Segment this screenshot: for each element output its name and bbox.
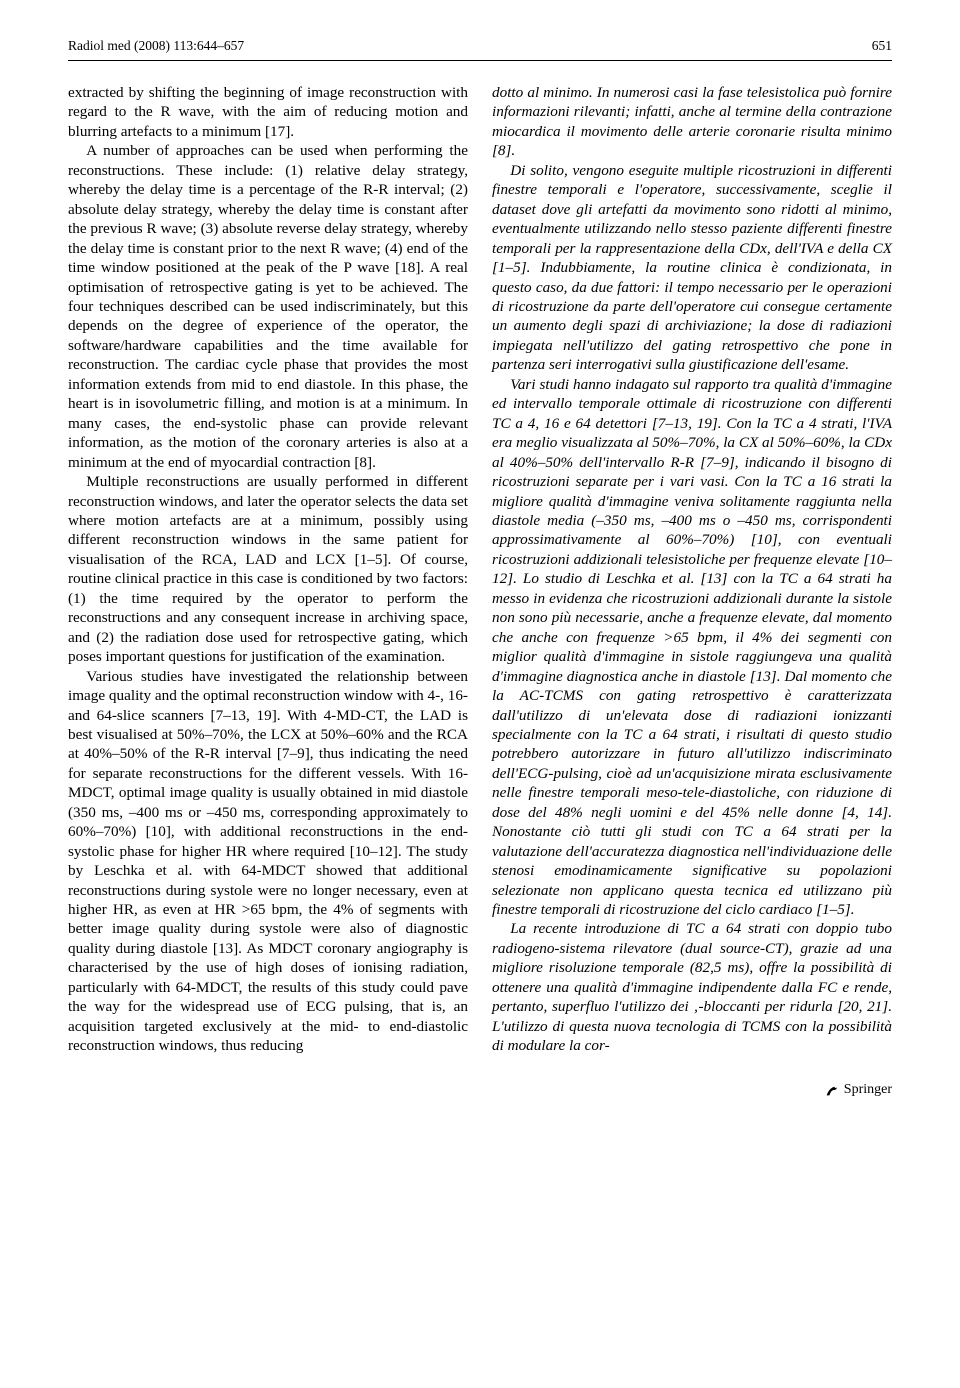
header-rule	[68, 60, 892, 61]
right-paragraph-4: La recente introduzione di TC a 64 strat…	[492, 919, 892, 1055]
right-column: dotto al minimo. In numerosi casi la fas…	[492, 83, 892, 1056]
right-paragraph-1: dotto al minimo. In numerosi casi la fas…	[492, 83, 892, 161]
left-column: extracted by shifting the beginning of i…	[68, 83, 468, 1056]
left-paragraph-3: Multiple reconstructions are usually per…	[68, 472, 468, 667]
springer-horse-icon	[824, 1082, 840, 1098]
publisher-logo: Springer	[824, 1082, 892, 1098]
left-paragraph-2: A number of approaches can be used when …	[68, 141, 468, 472]
left-paragraph-4: Various studies have investigated the re…	[68, 667, 468, 1056]
journal-reference: Radiol med (2008) 113:644–657	[68, 38, 244, 54]
footer: Springer	[68, 1082, 892, 1098]
right-paragraph-3: Vari studi hanno indagato sul rapporto t…	[492, 375, 892, 920]
two-column-body: extracted by shifting the beginning of i…	[68, 83, 892, 1056]
page-number: 651	[872, 38, 892, 54]
publisher-name: Springer	[844, 1082, 892, 1098]
right-paragraph-2: Di solito, vengono eseguite multiple ric…	[492, 161, 892, 375]
left-paragraph-1: extracted by shifting the beginning of i…	[68, 83, 468, 141]
running-header: Radiol med (2008) 113:644–657 651	[68, 38, 892, 54]
